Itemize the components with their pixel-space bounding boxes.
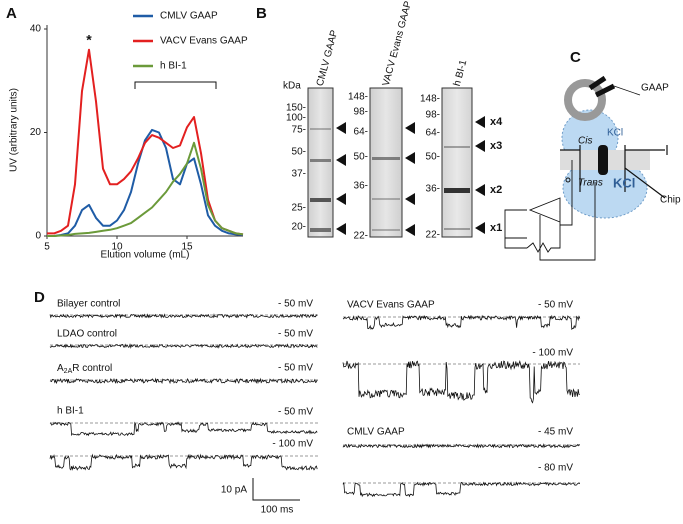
trace-label: A2AR control: [57, 363, 112, 375]
gel-lane: [441, 87, 473, 238]
trace-label: LDAO control: [57, 329, 117, 340]
x-tick-label: 15: [181, 242, 193, 253]
current-trace: [49, 377, 318, 385]
voltage: - 50 mV: [538, 300, 573, 311]
voltage: - 50 mV: [278, 363, 313, 374]
annotation: *: [86, 31, 92, 47]
current-trace: [342, 314, 581, 331]
y-tick-label: 20: [30, 127, 42, 138]
legend-label: h BI-1: [160, 61, 187, 72]
marker-label: 150-: [286, 103, 306, 114]
lane-label: h BI-1: [452, 58, 470, 87]
marker-label: 25-: [292, 203, 306, 214]
y-tick-label: 40: [30, 24, 42, 35]
diagram-label: KCl: [613, 175, 635, 190]
marker-label: 22-: [354, 231, 368, 242]
voltage: - 50 mV: [278, 299, 313, 310]
voltage: - 100 mV: [532, 348, 573, 359]
marker-label: 36-: [426, 184, 440, 195]
current-trace: [49, 421, 318, 437]
gel-bands: [310, 128, 470, 232]
diagram-label: Chip: [660, 195, 681, 206]
series-line: [47, 141, 244, 237]
trace-label: VACV Evans GAAP: [347, 300, 435, 311]
band-arrow: [405, 122, 415, 134]
band-arrow: [475, 184, 485, 196]
current-trace: [49, 343, 318, 349]
marker-label: 50-: [426, 152, 440, 163]
gel-lane: [369, 87, 403, 238]
marker-label: 20-: [292, 222, 306, 233]
scale-label: 100 ms: [261, 505, 294, 516]
marker-label: 98-: [354, 107, 368, 118]
panel-label: D: [34, 289, 45, 306]
panel-label: A: [6, 5, 17, 22]
x-axis-title: Elution volume (mL): [101, 250, 190, 261]
lane-label: VACV Evans GAAP: [381, 0, 414, 87]
marker-label: 98-: [426, 110, 440, 121]
voltage: - 50 mV: [278, 407, 313, 418]
band-arrow: [336, 154, 346, 166]
band-arrow: [336, 193, 346, 205]
bilayer-diagram: [504, 75, 668, 261]
band-arrow: [475, 116, 485, 128]
marker-label: 64-: [354, 127, 368, 138]
band-arrow: [336, 122, 346, 134]
panel-label: B: [256, 5, 267, 22]
scale-bar: [252, 478, 300, 501]
band-arrow: [405, 152, 415, 164]
y-axis-title: UV (arbitrary units): [9, 88, 20, 172]
y-tick-label: 0: [35, 231, 41, 242]
legend-label: CMLV GAAP: [160, 11, 218, 22]
marker-label: 148-: [348, 92, 368, 103]
marker-label: 22-: [426, 230, 440, 241]
band-arrow: [405, 224, 415, 236]
x-tick-label: 10: [111, 242, 123, 253]
x-tick-label: 5: [44, 242, 50, 253]
bracket: [134, 81, 217, 89]
scale-label: 10 pA: [221, 485, 247, 496]
band-arrow: [336, 223, 346, 235]
series-line: [47, 128, 244, 237]
band-label: x3: [490, 140, 502, 152]
lane-label: CMLV GAAP: [315, 29, 341, 88]
trace-label: Bilayer control: [57, 299, 120, 310]
trace-label: CMLV GAAP: [347, 427, 405, 438]
marker-label: 36-: [354, 181, 368, 192]
current-trace: [49, 313, 318, 319]
voltage: - 80 mV: [538, 463, 573, 474]
marker-label: 75-: [292, 125, 306, 136]
current-trace: [342, 481, 581, 498]
marker-label: 148-: [420, 94, 440, 105]
current-trace: [49, 453, 318, 471]
voltage: - 50 mV: [278, 329, 313, 340]
marker-label: 50-: [354, 152, 368, 163]
band-arrow: [475, 222, 485, 234]
trace-label: h BI-1: [57, 406, 84, 417]
series-line: [47, 48, 244, 236]
marker-label: 50-: [292, 147, 306, 158]
diagram-label: GAAP: [641, 83, 669, 94]
band-label: x1: [490, 222, 502, 234]
band-label: x2: [490, 184, 502, 196]
band-arrow: [475, 140, 485, 152]
voltage: - 100 mV: [272, 439, 313, 450]
voltage: - 45 mV: [538, 427, 573, 438]
diagram-label: Trans: [578, 178, 603, 189]
band-arrow: [405, 193, 415, 205]
diagram-label: KCl: [607, 128, 623, 139]
current-trace: [342, 359, 580, 404]
gel-lane: [307, 87, 334, 238]
kda-label: kDa: [283, 81, 301, 92]
panel-label: C: [570, 49, 581, 66]
marker-label: 37-: [292, 169, 306, 180]
band-label: x4: [490, 116, 503, 128]
legend-label: VACV Evans GAAP: [160, 36, 248, 47]
marker-label: 100-: [286, 113, 306, 124]
marker-label: 64-: [426, 128, 440, 139]
current-trace: [342, 443, 581, 449]
diagram-label: Cis: [578, 136, 592, 147]
